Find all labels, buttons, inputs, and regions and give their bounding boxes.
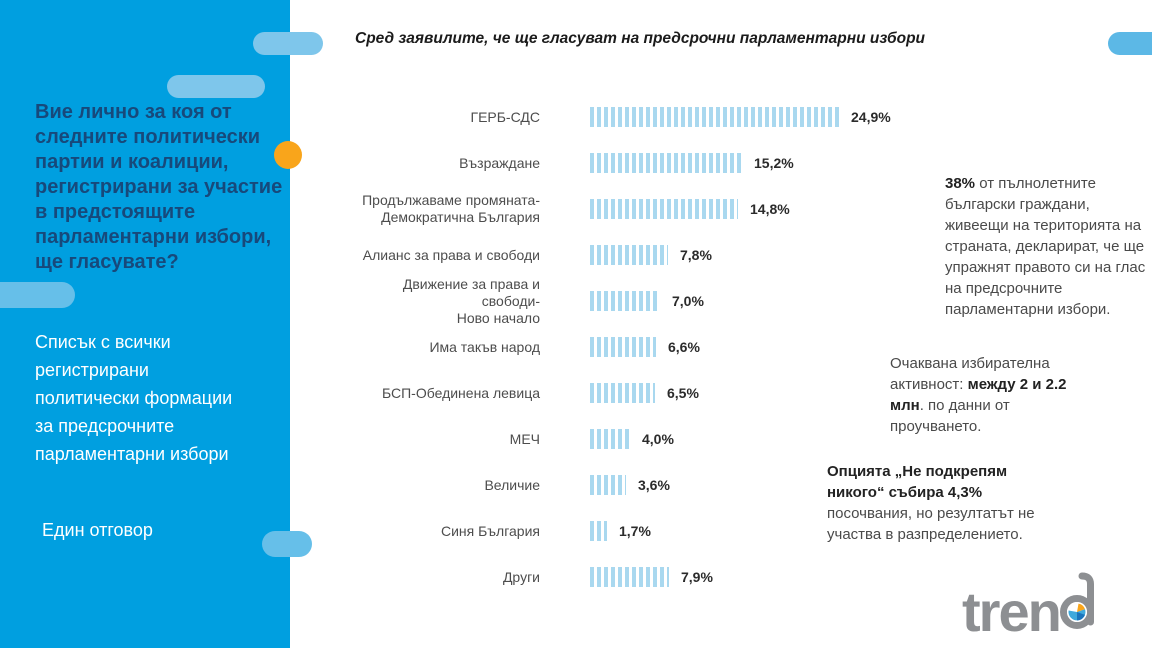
value-label: 7,9%	[681, 569, 713, 585]
trend-logo-text: tren	[962, 580, 1062, 643]
pill-decoration	[167, 75, 265, 98]
party-label: Продължаваме промяната- Демократична Бъл…	[362, 192, 540, 225]
bar	[590, 475, 626, 495]
chart-row: Алианс за права и свободи 7,8%	[355, 232, 955, 278]
note-none-option: Опцията „Не подкрепям никого“ събира 4,3…	[827, 463, 1035, 543]
party-label: Величие	[484, 476, 540, 493]
party-label: Синя България	[440, 522, 540, 539]
bar	[590, 107, 839, 127]
chart-row: Величие 3,6%	[355, 462, 955, 508]
value-label: 24,9%	[851, 109, 891, 125]
chart-row: Синя България 1,7%	[355, 508, 955, 554]
chart-row: БСП-Обединена левица 6,5%	[355, 370, 955, 416]
chart-row: МЕЧ 4,0%	[355, 416, 955, 462]
bar	[590, 429, 630, 449]
bar	[590, 291, 660, 311]
value-label: 7,0%	[672, 293, 704, 309]
party-label: Други	[502, 568, 540, 585]
note-turnout: 38% от пълнолетните български граждани, …	[945, 175, 1146, 318]
sidebar: Вие лично за коя от следните политически…	[0, 0, 290, 648]
bar	[590, 199, 738, 219]
bar	[590, 567, 669, 587]
note-expected-activity: Очаквана избирателна активност: между 2 …	[890, 355, 1067, 435]
chart-row: Възраждане 15,2%	[355, 140, 955, 186]
chart-row: Продължаваме промяната- Демократична Бъл…	[355, 186, 955, 232]
bar	[590, 337, 656, 357]
party-label: ГЕРБ-СДС	[470, 108, 540, 125]
pill-decoration	[262, 531, 312, 557]
value-label: 1,7%	[619, 523, 651, 539]
value-label: 15,2%	[754, 155, 794, 171]
chart-row: Други 7,9%	[355, 554, 955, 600]
pill-decoration	[0, 282, 75, 308]
value-label: 6,5%	[667, 385, 699, 401]
trend-logo: tren	[962, 572, 1102, 640]
value-label: 6,6%	[668, 339, 700, 355]
party-label: Възраждане	[459, 154, 540, 171]
value-label: 3,6%	[638, 477, 670, 493]
party-label: БСП-Обединена левица	[381, 384, 540, 401]
bar	[590, 153, 742, 173]
chart-title: Сред заявилите, че ще гласуват на предср…	[355, 30, 926, 47]
bar	[590, 245, 668, 265]
chart-row: Движение за права и свободи- Ново начало…	[355, 275, 955, 326]
value-label: 14,8%	[750, 201, 790, 217]
chart-row: Има такъв народ 6,6%	[355, 324, 955, 370]
orange-dot-decoration	[274, 141, 302, 169]
bar-chart: ГЕРБ-СДС 24,9% Възраждане 15,2% Продължаваме…	[355, 94, 955, 600]
question-title: Вие лично за коя от следните политически…	[35, 101, 283, 273]
answer-type-label: Един отговор	[42, 520, 153, 540]
bar	[590, 521, 607, 541]
party-label: Алианс за права и свободи	[362, 246, 540, 263]
party-label: МЕЧ	[509, 430, 540, 447]
trend-logo-d-pie-icon	[1059, 572, 1094, 629]
value-label: 7,8%	[680, 247, 712, 263]
chart-row: ГЕРБ-СДС 24,9%	[355, 94, 955, 140]
pill-decoration	[253, 32, 323, 55]
party-label: Има такъв народ	[429, 338, 540, 355]
bar	[590, 383, 655, 403]
question-description: Списък с всички регистрирани политически…	[35, 332, 233, 464]
party-label: Движение за права и свободи- Ново начало	[402, 275, 540, 326]
pill-decoration	[1108, 32, 1152, 55]
value-label: 4,0%	[642, 431, 674, 447]
